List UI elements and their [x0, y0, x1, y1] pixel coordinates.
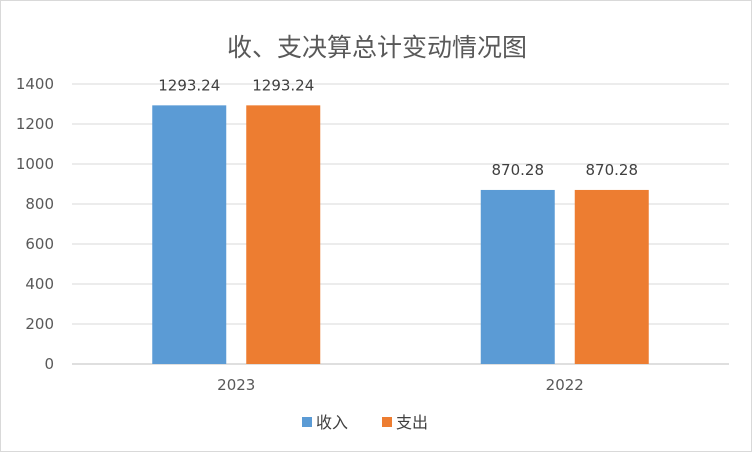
x-tick-label: 2022: [546, 376, 584, 394]
y-tick-label: 400: [25, 275, 54, 293]
x-axis-ticks: 2023 2022: [217, 376, 584, 394]
y-tick-label: 600: [25, 235, 54, 253]
legend: 收入 支出: [302, 413, 428, 432]
legend-label-expense: 支出: [396, 413, 428, 432]
y-axis-ticks: 0 200 400 600 800 1000 1200 1400: [16, 75, 54, 373]
data-labels: 1293.24 1293.24 870.28 870.28: [158, 76, 638, 179]
data-label: 1293.24: [252, 76, 314, 94]
data-label: 870.28: [492, 161, 545, 179]
legend-swatch-expense: [382, 417, 392, 427]
legend-swatch-income: [302, 417, 312, 427]
bar-2022-income: [480, 189, 555, 364]
x-tick-label: 2023: [217, 376, 255, 394]
y-tick-label: 200: [25, 315, 54, 333]
y-tick-label: 1000: [16, 155, 54, 173]
bars: [152, 105, 649, 365]
data-label: 1293.24: [158, 76, 220, 94]
y-tick-label: 1400: [16, 75, 54, 93]
y-tick-label: 0: [44, 355, 54, 373]
y-tick-label: 800: [25, 195, 54, 213]
legend-label-income: 收入: [316, 413, 348, 432]
chart-title: 收、支决算总计变动情况图: [227, 33, 527, 62]
bar-2023-expense: [246, 105, 321, 365]
y-tick-label: 1200: [16, 115, 54, 133]
data-label: 870.28: [586, 161, 639, 179]
bar-2023-income: [152, 105, 227, 365]
bar-2022-expense: [574, 189, 649, 364]
